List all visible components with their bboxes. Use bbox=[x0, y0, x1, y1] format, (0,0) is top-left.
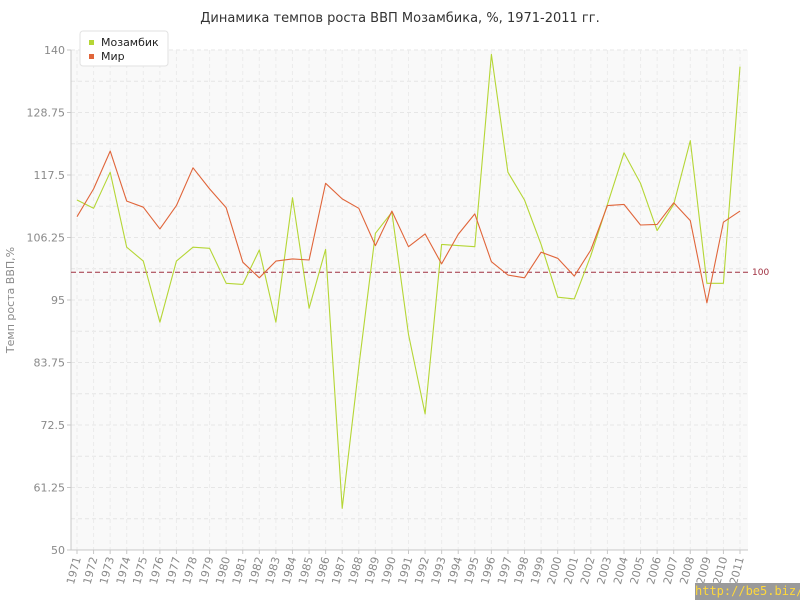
reference-line-label: 100 bbox=[752, 268, 769, 278]
legend-label-mozambique: Мозамбик bbox=[101, 36, 159, 49]
y-tick-label: 72.5 bbox=[41, 419, 66, 432]
legend-swatch-world bbox=[89, 54, 94, 59]
y-tick-label: 140 bbox=[44, 44, 65, 57]
series-lines bbox=[76, 53, 741, 509]
chart-title: Динамика темпов роста ВВП Мозамбика, %, … bbox=[200, 11, 599, 26]
x-tick-label: 2011 bbox=[727, 555, 747, 585]
y-tick-labels: 50 61.25 72.5 83.75 95 106.25 117.5 128.75 140 bbox=[27, 44, 71, 557]
legend: Мозамбик Мир bbox=[79, 30, 169, 67]
y-tick-label: 61.25 bbox=[34, 482, 66, 495]
y-tick-label: 117.5 bbox=[34, 169, 66, 182]
legend-box bbox=[79, 30, 169, 67]
legend-label-world: Мир bbox=[101, 50, 125, 63]
y-tick-label: 106.25 bbox=[27, 232, 66, 245]
y-tick-label: 128.75 bbox=[27, 107, 66, 120]
x-tick-labels: 1971197219731974197519761977197819791980… bbox=[64, 550, 747, 586]
grid-lines bbox=[71, 49, 748, 551]
y-tick-label: 95 bbox=[51, 294, 65, 307]
y-tick-label: 50 bbox=[51, 544, 65, 557]
y-tick-label: 83.75 bbox=[34, 357, 66, 370]
watermark[interactable]: http://be5.biz/ bbox=[695, 583, 800, 600]
series-line-world bbox=[76, 150, 741, 304]
series-line-mozambique bbox=[76, 53, 741, 509]
y-axis-label: Темп роста ВВП,% bbox=[4, 247, 17, 354]
legend-swatch-mozambique bbox=[89, 40, 94, 45]
